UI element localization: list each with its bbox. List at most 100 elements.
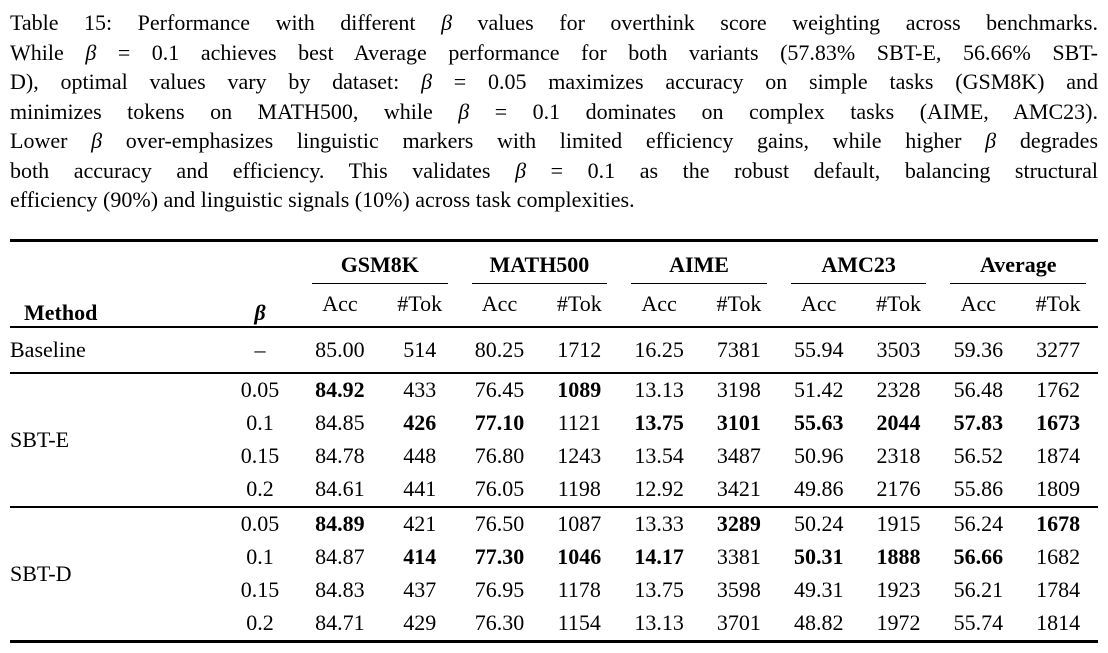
- table-cell: 85.00: [300, 325, 380, 373]
- caption-line: Lower β over-emphasizes linguistic marke…: [10, 128, 1099, 153]
- group-header: AMC23: [779, 240, 939, 284]
- table-cell: 441: [403, 476, 437, 501]
- table-cell: 49.86: [793, 476, 844, 501]
- beta-symbol: β: [421, 69, 433, 94]
- table-cell: 84.61: [315, 476, 365, 501]
- beta-symbol: β: [91, 128, 103, 153]
- subcol-header: #Tok: [539, 283, 620, 328]
- table-cell: 1243: [557, 443, 602, 468]
- subcol-header: #Tok: [699, 283, 779, 328]
- table-cell: 1874: [1036, 443, 1081, 468]
- table-cell: 1712: [539, 325, 620, 373]
- subcol-header: Acc: [459, 283, 540, 328]
- table-cell: 84.87: [315, 544, 365, 569]
- beta-symbol: β: [985, 128, 997, 153]
- table-cell: 3503: [858, 325, 939, 373]
- table-cell: 1809: [1036, 476, 1081, 501]
- table-row: 0.1 84.87 414 77.30 1046 14.17 3381 50.31 1888 56…: [10, 541, 1098, 574]
- caption-line: both accuracy and efficiency. This valid…: [10, 157, 1098, 183]
- table-cell: 1154: [557, 610, 601, 635]
- beta-symbol: β: [458, 98, 470, 124]
- table-cell: 80.25: [459, 325, 540, 373]
- table-cell: 16.25: [619, 325, 699, 373]
- table-cell: 50.96: [793, 443, 844, 468]
- table-cell: 1784: [1036, 577, 1081, 602]
- table-cell: 12.92: [634, 476, 684, 501]
- table-cell: 514: [379, 325, 460, 373]
- table-cell: 1678: [1018, 505, 1099, 541]
- group-header: AIME: [619, 240, 779, 284]
- header-group-row: Method β GSM8K MATH500 AIME AMC23 Average: [10, 240, 1098, 325]
- table-cell: 13.13: [619, 371, 699, 407]
- table-cell: 84.78: [315, 443, 365, 468]
- table-cell: 7381: [699, 325, 779, 373]
- subcol-header: #Tok: [379, 283, 460, 328]
- group-header: Average: [938, 240, 1098, 284]
- beta-cell: 0.2: [246, 610, 274, 635]
- table-cell: 57.83: [953, 410, 1004, 435]
- table-cell: 13.75: [634, 577, 684, 602]
- header-subcol-row: Acc #Tok Acc #Tok Acc #Tok Acc #Tok Acc #Tok: [10, 283, 1099, 328]
- table-cell: 13.33: [619, 505, 699, 541]
- table-cell: 55.63: [793, 410, 844, 435]
- group-header: MATH500: [460, 240, 620, 284]
- table-cell: 56.48: [938, 371, 1019, 407]
- beta-cell: 0.05: [220, 371, 300, 407]
- table-cell: 1087: [539, 505, 620, 541]
- table-cell: 3421: [716, 476, 761, 501]
- table-row: 0.2 84.61 441 76.05 1198 12.92 3421 49.86 2176 55…: [10, 473, 1098, 507]
- table-cell: 48.82: [793, 610, 844, 635]
- beta-symbol: β: [441, 10, 453, 35]
- table-cell: 433: [379, 371, 460, 407]
- table-cell: 1682: [1036, 544, 1081, 569]
- table-cell: 448: [403, 443, 437, 468]
- table-cell: 2318: [876, 443, 921, 468]
- beta-cell: 0.1: [246, 544, 274, 569]
- table-cell: 84.71: [315, 610, 365, 635]
- table-cell: 3277: [1018, 325, 1099, 373]
- table-cell: 1888: [876, 544, 921, 569]
- group-header: GSM8K: [300, 240, 460, 284]
- beta-symbol: β: [515, 157, 527, 183]
- caption-line: Table 15: Performance with different β v…: [10, 10, 1098, 35]
- table-caption: Table 15: Performance with different β v…: [10, 8, 1098, 215]
- subcol-header: Acc: [938, 283, 1019, 328]
- table-cell: 51.42: [778, 371, 859, 407]
- table-cell: 77.30: [474, 544, 525, 569]
- table-row: SBT-D 0.05 84.89 421 76.50 1087 13.33 3289 50.24…: [10, 505, 1099, 641]
- table-cell: 3198: [699, 371, 779, 407]
- table-cell: 13.13: [634, 610, 684, 635]
- table-cell: 2044: [876, 410, 921, 435]
- table-cell: 84.89: [300, 505, 380, 541]
- table-cell: 59.36: [938, 325, 1019, 373]
- table-cell: 1178: [557, 577, 601, 602]
- table-cell: 55.86: [953, 476, 1004, 501]
- table-cell: 1121: [557, 410, 601, 435]
- table-cell: 50.31: [793, 544, 844, 569]
- caption-line: D), optimal values vary by dataset: β = …: [10, 69, 1099, 94]
- table-row: 0.15 84.78 448 76.80 1243 13.54 3487 50.96 2318 5…: [10, 440, 1098, 473]
- table-cell: 76.80: [474, 443, 525, 468]
- table-cell: 2176: [876, 476, 921, 501]
- table-cell: 76.50: [459, 505, 540, 541]
- beta-cell: 0.15: [240, 443, 280, 468]
- beta-header: β: [220, 240, 300, 327]
- table-cell: 56.66: [953, 544, 1004, 569]
- table-cell: 76.95: [474, 577, 525, 602]
- table-cell: 50.24: [778, 505, 859, 541]
- table-cell: 1089: [539, 371, 620, 407]
- table-cell: 1923: [876, 577, 921, 602]
- beta-symbol: β: [85, 39, 97, 65]
- beta-symbol: β: [254, 299, 266, 325]
- table-cell: 1046: [557, 544, 602, 569]
- caption-line: minimizes tokens on MATH500, while β = 0…: [10, 98, 1098, 124]
- method-header: Method: [24, 299, 98, 325]
- subcol-header: Acc: [778, 283, 859, 328]
- table-cell: 437: [403, 577, 437, 602]
- table-cell: 84.85: [315, 410, 365, 435]
- caption-line: While β = 0.1 achieves best Average perf…: [10, 39, 1098, 65]
- table-cell: 1915: [858, 505, 939, 541]
- table-cell: 56.24: [938, 505, 1019, 541]
- table-cell: 3487: [716, 443, 761, 468]
- subcol-header: Acc: [300, 283, 380, 328]
